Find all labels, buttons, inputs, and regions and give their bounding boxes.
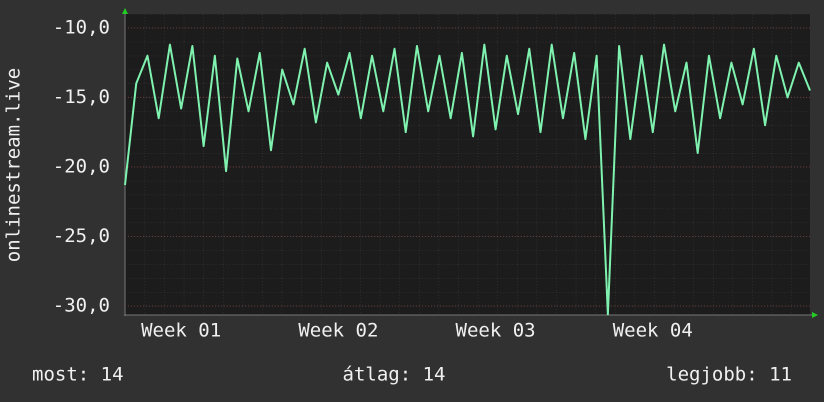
x-tick-label: Week 03 [456, 320, 536, 342]
y-tick-label: -15,0 [53, 86, 110, 108]
y-tick-label: -20,0 [53, 155, 110, 177]
x-tick-label: Week 02 [298, 320, 378, 342]
axis-arrow [812, 312, 818, 318]
axis-arrow [122, 8, 128, 14]
stat-label: legjobb: 11 [666, 364, 792, 386]
y-axis-label: onlinestream.live [3, 68, 25, 262]
y-tick-label: -30,0 [53, 294, 110, 316]
minor-grid [125, 14, 810, 315]
x-tick-label: Week 01 [141, 320, 221, 342]
y-tick-label: -25,0 [53, 225, 110, 247]
y-tick-label: -10,0 [53, 16, 110, 38]
data-line [124, 43, 811, 316]
stat-label: most: 14 [32, 364, 124, 386]
x-tick-label: Week 04 [613, 320, 693, 342]
stat-label: átlag: 14 [343, 364, 446, 386]
